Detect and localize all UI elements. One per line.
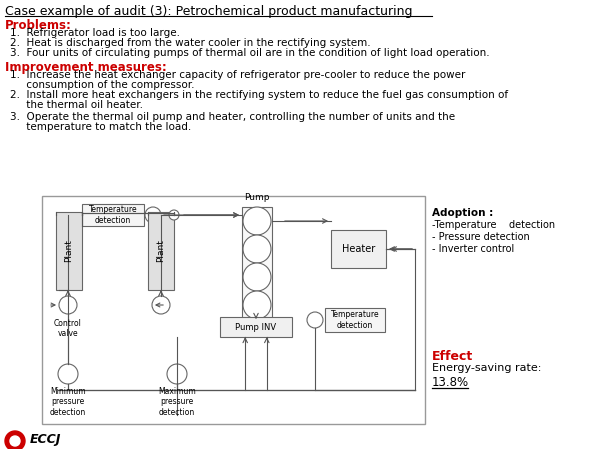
Text: Pump INV: Pump INV: [235, 322, 277, 331]
Circle shape: [167, 364, 187, 384]
Text: Effect: Effect: [432, 350, 473, 363]
Bar: [148, 212, 174, 290]
Text: 1.  Increase the heat exchanger capacity of refrigerator pre-cooler to reduce th: 1. Increase the heat exchanger capacity …: [10, 70, 466, 80]
Text: ECCJ: ECCJ: [30, 433, 61, 446]
Bar: [220, 317, 292, 337]
Bar: [56, 212, 82, 290]
Bar: [82, 204, 144, 226]
Text: Plant: Plant: [65, 240, 74, 262]
Text: 2.  Heat is discharged from the water cooler in the rectifying system.: 2. Heat is discharged from the water coo…: [10, 38, 371, 48]
Circle shape: [243, 235, 271, 263]
Bar: [242, 207, 272, 321]
Text: -Temperature    detection: -Temperature detection: [432, 220, 555, 230]
Bar: [331, 230, 386, 268]
Text: 2.  Install more heat exchangers in the rectifying system to reduce the fuel gas: 2. Install more heat exchangers in the r…: [10, 90, 508, 100]
Circle shape: [243, 263, 271, 291]
Circle shape: [59, 296, 77, 314]
Text: - Inverter control: - Inverter control: [432, 244, 514, 254]
Text: Improvement measures:: Improvement measures:: [5, 61, 167, 74]
Circle shape: [152, 296, 170, 314]
Circle shape: [307, 312, 323, 328]
Bar: [42, 196, 425, 424]
Text: 13.8%: 13.8%: [432, 376, 469, 389]
Circle shape: [58, 364, 78, 384]
Text: Pump: Pump: [244, 193, 270, 202]
Circle shape: [5, 431, 25, 449]
Text: consumption of the compressor.: consumption of the compressor.: [10, 80, 194, 90]
Text: Heater: Heater: [342, 244, 375, 254]
Text: Energy-saving rate:: Energy-saving rate:: [432, 363, 541, 373]
Text: Temperature
detection: Temperature detection: [89, 205, 137, 224]
Circle shape: [10, 436, 20, 446]
Text: - Pressure detection: - Pressure detection: [432, 232, 530, 242]
Circle shape: [243, 207, 271, 235]
Text: the thermal oil heater.: the thermal oil heater.: [10, 100, 143, 110]
Text: 3.  Operate the thermal oil pump and heater, controlling the number of units and: 3. Operate the thermal oil pump and heat…: [10, 112, 455, 122]
Circle shape: [243, 291, 271, 319]
Text: Case example of audit (3): Petrochemical product manufacturing: Case example of audit (3): Petrochemical…: [5, 5, 413, 18]
Text: Problems:: Problems:: [5, 19, 72, 32]
Bar: [325, 308, 385, 332]
Circle shape: [145, 207, 161, 223]
Text: Adoption :: Adoption :: [432, 208, 493, 218]
Text: 1.  Refrigerator load is too large.: 1. Refrigerator load is too large.: [10, 28, 180, 38]
Text: Control
valve: Control valve: [54, 319, 82, 339]
Text: Minimum
pressure
detection: Minimum pressure detection: [50, 387, 86, 417]
Text: Temperature
detection: Temperature detection: [331, 310, 379, 330]
Text: Plant: Plant: [157, 240, 166, 262]
Text: 3.  Four units of circulating pumps of thermal oil are in the condition of light: 3. Four units of circulating pumps of th…: [10, 48, 490, 58]
Text: Maximum
pressure
detection: Maximum pressure detection: [158, 387, 196, 417]
Circle shape: [169, 210, 179, 220]
Text: temperature to match the load.: temperature to match the load.: [10, 122, 191, 132]
